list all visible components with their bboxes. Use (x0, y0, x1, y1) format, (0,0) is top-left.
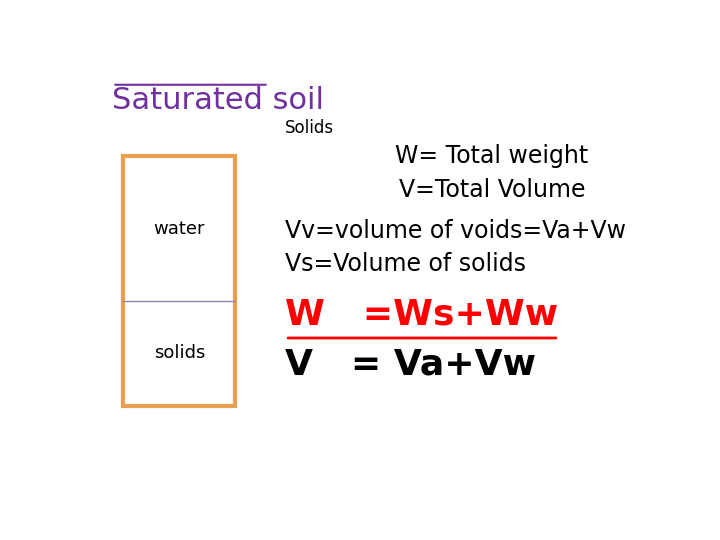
Text: W   =Ws+Ww: W =Ws+Ww (285, 298, 559, 331)
Text: Saturated soil: Saturated soil (112, 85, 324, 114)
Text: Solids: Solids (285, 119, 334, 137)
Text: water: water (153, 220, 205, 238)
Text: V   = Va+Vw: V = Va+Vw (285, 347, 536, 381)
Bar (124, 156, 235, 406)
Text: V=Total Volume: V=Total Volume (398, 178, 585, 201)
Text: solids: solids (153, 345, 205, 362)
Text: Vv=volume of voids=Va+Vw: Vv=volume of voids=Va+Vw (285, 219, 626, 243)
Text: W= Total weight: W= Total weight (395, 144, 588, 168)
Text: Vs=Volume of solids: Vs=Volume of solids (285, 252, 526, 276)
